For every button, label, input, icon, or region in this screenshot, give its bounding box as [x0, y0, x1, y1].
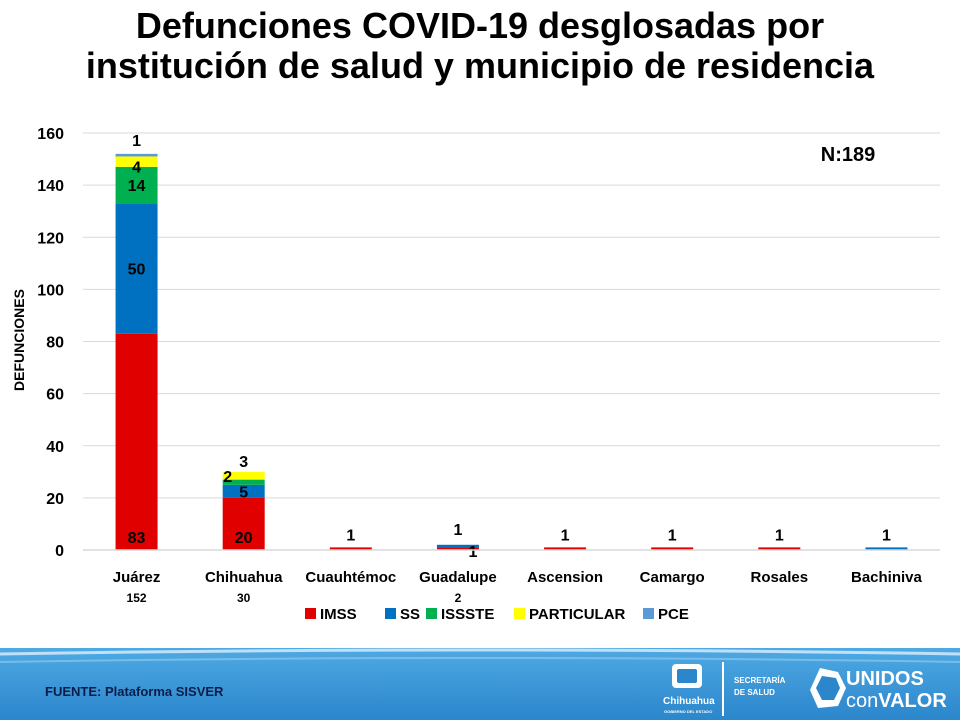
unidos-label: UNIDOS [846, 668, 924, 690]
data-label: 1 [468, 544, 477, 561]
y-tick-label: 160 [37, 126, 64, 143]
y-tick-label: 80 [46, 335, 64, 352]
data-label: 1 [561, 527, 570, 544]
data-label: 1 [882, 527, 891, 544]
bar-segment [865, 547, 908, 550]
legend-label: IMSS [320, 606, 357, 623]
bar-segment [329, 547, 372, 550]
x-category-label: Guadalupe [419, 569, 497, 586]
x-category-label: Camargo [640, 569, 705, 586]
legend-swatch [426, 608, 437, 619]
x-category-total: 2 [455, 591, 462, 605]
chihuahua-logo [672, 664, 702, 688]
bar-segment [115, 333, 158, 550]
axes: 020406080100120140160Juárez152Chihuahua3… [37, 126, 940, 605]
bar-segment [544, 547, 587, 550]
chihuahua-logo-subtext: GOBIERNO DEL ESTADO [664, 709, 713, 714]
logo-divider [722, 662, 724, 716]
legend: IMSS SS ISSSTE PARTICULAR PCE [305, 606, 689, 623]
data-label: 1 [132, 133, 141, 150]
footer-banner: FUENTE: Plataforma SISVER Chihuahua GOBI… [0, 648, 960, 720]
data-label: 1 [775, 527, 784, 544]
data-label: 2 [223, 469, 232, 486]
bars [115, 153, 908, 550]
con-label: con [846, 690, 879, 712]
unidos-logo-shape [810, 668, 846, 708]
bar-segment [222, 471, 265, 480]
data-label: 3 [239, 454, 248, 471]
bar-segment [222, 479, 265, 485]
bar-segment [436, 547, 479, 550]
legend-label: PCE [658, 606, 689, 623]
y-tick-label: 40 [46, 439, 64, 456]
bar-segment [436, 544, 479, 548]
bar-segment [651, 547, 694, 550]
chihuahua-logo-text: Chihuahua [663, 696, 715, 707]
bar-segment [115, 166, 158, 204]
legend-swatch [514, 608, 525, 619]
y-tick-label: 100 [37, 282, 64, 299]
salud-label: DE SALUD [734, 688, 775, 697]
data-label: 20 [235, 530, 253, 547]
legend-label: SS [400, 606, 420, 623]
chart-title: Defunciones COVID-19 desglosadas por ins… [0, 6, 960, 86]
data-label: 83 [128, 530, 146, 547]
secretaria-label: SECRETARÍA [734, 676, 786, 685]
y-tick-label: 0 [55, 543, 64, 560]
x-category-label: Ascension [527, 569, 603, 586]
legend-label: PARTICULAR [529, 606, 626, 623]
bar-segment [115, 203, 158, 334]
x-category-total: 152 [127, 591, 147, 605]
total-count-annotation: N:189 [821, 144, 875, 166]
footer-background [0, 648, 960, 720]
data-label: 1 [453, 522, 462, 539]
data-label: 1 [668, 527, 677, 544]
data-label: 1 [346, 527, 355, 544]
y-axis-label: DEFUNCIONES [11, 289, 27, 391]
x-category-label: Chihuahua [205, 569, 283, 586]
data-label: 14 [128, 178, 146, 195]
y-tick-label: 20 [46, 491, 64, 508]
con-valor-label: conVALOR [846, 690, 947, 713]
chart-title-line-1: Defunciones COVID-19 desglosadas por [135, 5, 825, 46]
bar-segment [115, 153, 158, 157]
bar-segment [758, 547, 801, 550]
legend-swatch [385, 608, 396, 619]
x-category-label: Juárez [113, 569, 161, 586]
data-label: 5 [239, 484, 248, 501]
bar-segment [115, 156, 158, 167]
grid-lines [83, 132, 940, 499]
x-category-label: Bachiniva [851, 569, 923, 586]
y-tick-label: 140 [37, 178, 64, 195]
bar-segment [222, 484, 265, 498]
y-tick-label: 60 [46, 387, 64, 404]
y-tick-label: 120 [37, 230, 64, 247]
x-category-label: Cuauhtémoc [305, 569, 396, 586]
data-label: 50 [128, 262, 146, 279]
legend-swatch [643, 608, 654, 619]
data-label: 4 [132, 159, 141, 176]
valor-label: VALOR [878, 690, 947, 712]
bar-segment [222, 497, 265, 550]
x-category-total: 30 [237, 591, 251, 605]
chart-title-line-2: institución de salud y municipio de resi… [85, 45, 875, 86]
legend-swatch [305, 608, 316, 619]
x-category-label: Rosales [751, 569, 809, 586]
source-note: FUENTE: Plataforma SISVER [45, 684, 224, 699]
legend-label: ISSSTE [441, 606, 494, 623]
